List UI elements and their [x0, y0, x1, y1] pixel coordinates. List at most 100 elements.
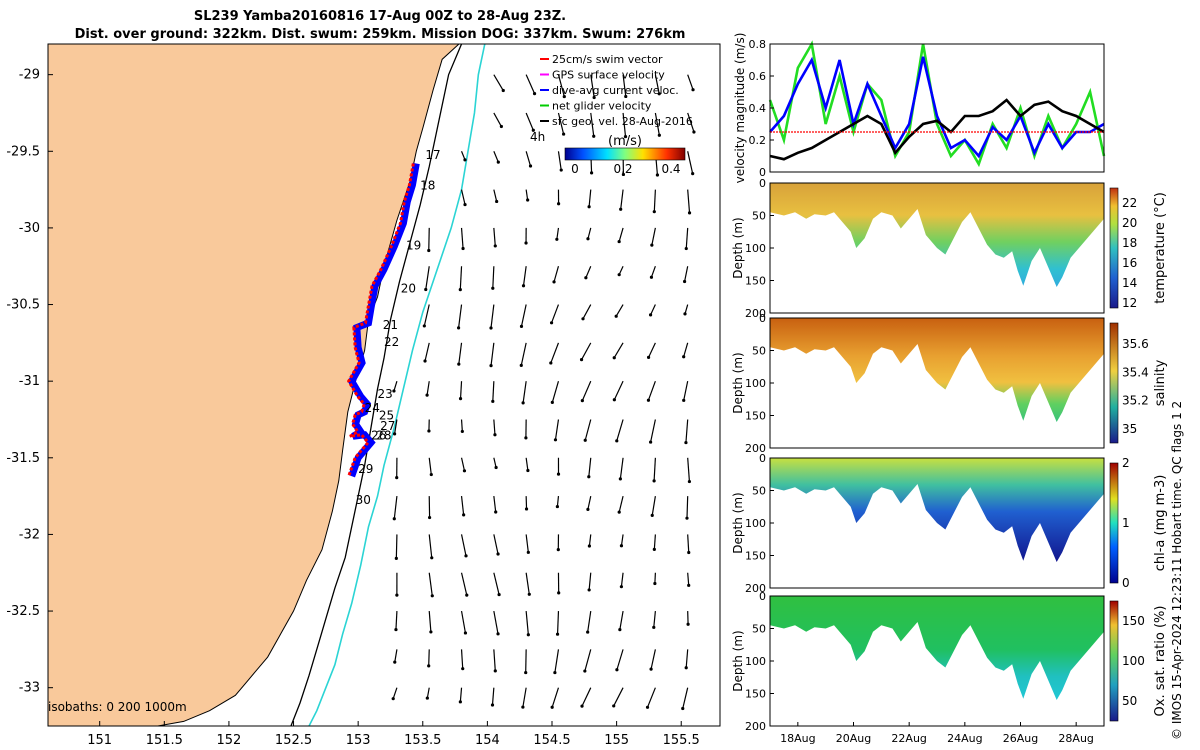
velocity-vector [460, 534, 467, 556]
velocity-vector [588, 534, 592, 547]
velocity-vector [551, 687, 560, 708]
velocity-vector [428, 457, 432, 475]
velocity-vector [654, 572, 656, 584]
isobath-1000m [308, 44, 486, 726]
velocity-vector-head [395, 476, 399, 480]
velocity-vector-head [427, 429, 431, 433]
colorbar-tick-label: 16 [1122, 256, 1137, 270]
velocity-vector-head [589, 171, 594, 175]
velocity-vector-head [615, 439, 619, 443]
velocity-vector [588, 189, 592, 207]
day-label: 23 [378, 387, 393, 401]
velocity-vector-head [618, 477, 622, 481]
velocity-vector-head [623, 134, 628, 139]
velocity-vector [588, 457, 592, 477]
velocity-vector [554, 419, 560, 440]
velocity-vector [616, 419, 624, 441]
velocity-vector-head [521, 284, 526, 288]
velocity-vector-head [587, 588, 591, 592]
section-ylabel: Depth (m) [731, 492, 745, 553]
velocity-vector-head [496, 160, 500, 164]
velocity-vector-head [649, 440, 653, 444]
speed-plot-bg [770, 44, 1104, 172]
velocity-vector [590, 112, 595, 137]
velocity-vector [622, 112, 627, 137]
velocity-vector [525, 74, 536, 94]
velocity-vector-head [652, 547, 656, 551]
velocity-vector [525, 189, 529, 201]
speed-ylabel: velocity magnitude (m/s) [733, 33, 747, 184]
colorbar-tick-label: 14 [1122, 276, 1137, 290]
section-ytick-label: 0 [759, 177, 766, 190]
velocity-vector [581, 687, 592, 707]
map-xtick-label: 151.5 [146, 733, 183, 748]
velocity-vector [654, 74, 660, 94]
velocity-vector-head [464, 554, 468, 558]
isobath-label: isobaths: 0 200 1000m [48, 700, 187, 714]
velocity-vector-head [684, 666, 688, 670]
velocity-vector-head [653, 581, 657, 586]
velocity-vector [685, 649, 689, 668]
speed-colorbar-tick: 0 [571, 162, 579, 176]
velocity-vector [581, 380, 592, 401]
velocity-vector-head [579, 737, 582, 740]
velocity-vector [550, 342, 560, 364]
velocity-vector [459, 266, 463, 290]
velocity-vector-head [532, 92, 537, 96]
velocity-vector-head [495, 199, 499, 204]
colorbar-tick-label: 12 [1122, 296, 1137, 310]
velocity-vector-head [555, 632, 560, 636]
velocity-vector-head [592, 95, 596, 100]
map-xtick-label: 154.5 [533, 733, 570, 748]
day-label: 22 [384, 335, 399, 349]
velocity-vector [557, 151, 562, 171]
velocity-vector [493, 74, 504, 91]
velocity-vector [525, 457, 529, 471]
velocity-vector [587, 610, 592, 633]
velocity-vector-head [430, 556, 434, 560]
map-ytick-label: -32 [19, 527, 40, 542]
velocity-vector-head [584, 276, 588, 280]
velocity-vector-head [392, 517, 396, 521]
velocity-vector-head [555, 237, 559, 241]
velocity-vector [460, 649, 464, 669]
velocity-vector [493, 112, 502, 127]
velocity-vector [493, 151, 499, 163]
velocity-vector-head [617, 510, 621, 514]
speed-ytick-label: 0.6 [749, 70, 767, 83]
velocity-vector-head [394, 556, 398, 560]
velocity-vector-head [462, 513, 466, 517]
velocity-vector [651, 496, 656, 516]
colorbar-tick-label: 35.2 [1122, 394, 1149, 408]
section-ytick-label: 50 [752, 345, 766, 358]
velocity-vector [460, 572, 468, 596]
velocity-vector-head [586, 630, 590, 634]
section-colorbar [1109, 600, 1119, 722]
map-ytick-label: -32.5 [6, 604, 40, 619]
velocity-vector-head [549, 361, 553, 365]
velocity-vector [620, 189, 624, 210]
section-ytick-label: 150 [745, 275, 766, 288]
velocity-vector-head [686, 622, 690, 626]
velocity-vector [584, 419, 592, 441]
velocity-vector [587, 495, 592, 510]
velocity-vector-head [526, 550, 530, 554]
velocity-vector-head [526, 468, 530, 473]
velocity-vector [581, 342, 592, 360]
velocity-vector [520, 342, 527, 366]
velocity-vector-head [531, 128, 535, 132]
day-label: 21 [383, 318, 398, 332]
map-xtick-label: 152 [217, 733, 242, 748]
velocity-vector-head [580, 704, 584, 708]
section-ytick-label: 200 [745, 442, 766, 455]
date-tick-label: 28Aug [1058, 732, 1093, 745]
section-ytick-label: 0 [759, 312, 766, 325]
velocity-vector-head [556, 548, 560, 552]
velocity-vector-head [524, 241, 528, 245]
velocity-vector-head [556, 472, 561, 476]
velocity-vector-head [391, 697, 395, 701]
section-ytick-label: 200 [745, 307, 766, 320]
velocity-vector-head [586, 237, 590, 241]
velocity-vector [687, 534, 690, 553]
